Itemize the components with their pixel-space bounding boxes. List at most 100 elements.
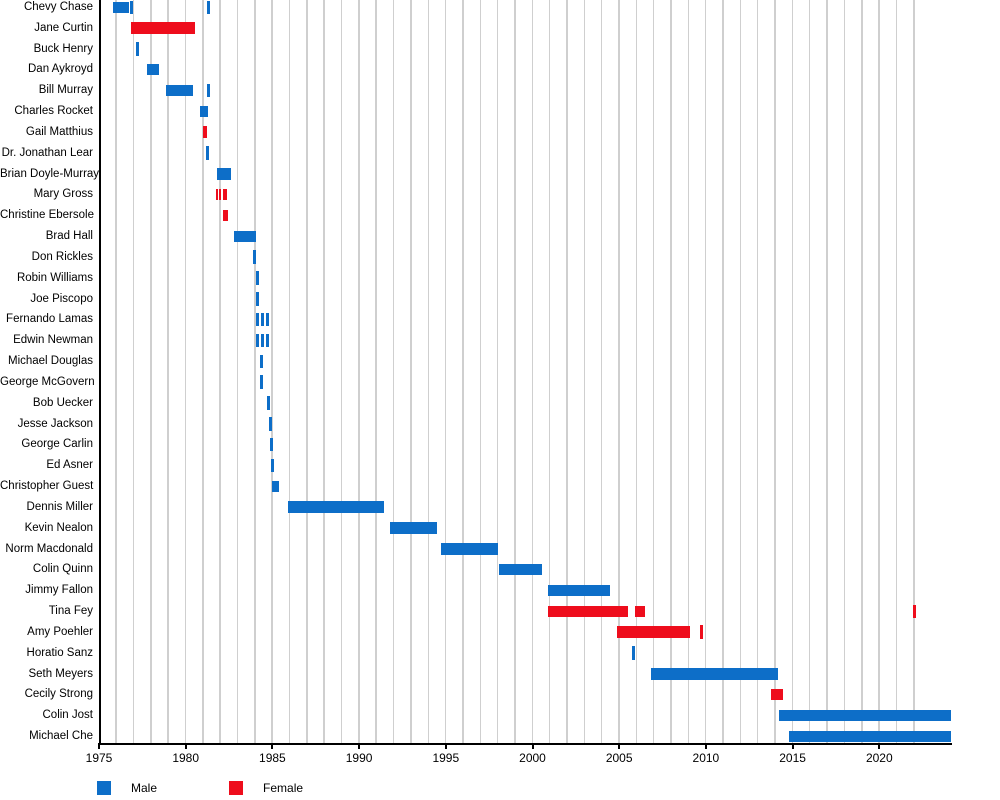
- timeline-bar: [219, 188, 222, 201]
- timeline-episode-tick: [253, 250, 257, 264]
- x-axis-tick: [271, 743, 274, 749]
- timeline-episode-tick: [913, 604, 917, 619]
- x-axis-tick: [98, 743, 100, 749]
- year-gridline: [722, 0, 724, 743]
- timeline-episode-tick: [206, 0, 210, 14]
- x-axis-label: 1995: [432, 751, 460, 765]
- year-gridline: [132, 0, 135, 743]
- x-axis-tick: [531, 743, 534, 749]
- timeline-episode-tick: [270, 458, 274, 473]
- row-label: Fernando Lamas: [6, 313, 93, 326]
- timeline-episode-tick: [269, 417, 272, 431]
- row-label: Brad Hall: [45, 230, 93, 243]
- year-gridline: [913, 0, 915, 743]
- year-gridline: [600, 0, 603, 743]
- row-label: Brian Doyle-Murray: [0, 167, 100, 180]
- year-gridline: [288, 0, 291, 743]
- timeline-episode-tick: [206, 146, 210, 160]
- row-label: Dan Aykroyd: [28, 63, 93, 76]
- row-label: Buck Henry: [33, 42, 93, 55]
- chart-legend: Male Female: [97, 781, 303, 795]
- year-gridline: [635, 0, 637, 743]
- year-gridline: [410, 0, 412, 743]
- year-gridline: [271, 0, 273, 743]
- timeline-bar: [272, 480, 280, 493]
- timeline-bar: [202, 126, 208, 138]
- timeline-episode-tick: [256, 333, 259, 348]
- row-label: Joe Piscopo: [30, 292, 93, 305]
- year-gridline: [878, 0, 880, 743]
- legend-male-label: Male: [131, 781, 158, 795]
- row-label: Dr. Jonathan Lear: [1, 146, 93, 159]
- timeline-episode-tick: [256, 292, 259, 306]
- year-gridline: [583, 0, 585, 743]
- timeline-episode-tick: [269, 437, 273, 452]
- timeline-bar: [234, 230, 256, 243]
- x-axis-label: 2020: [865, 751, 893, 765]
- year-gridline: [826, 0, 828, 743]
- x-axis-label: 2005: [605, 751, 633, 765]
- row-label: Bob Uecker: [32, 396, 93, 409]
- year-gridline: [462, 0, 464, 743]
- year-gridline: [843, 0, 846, 743]
- year-gridline: [184, 0, 187, 743]
- timeline-episode-tick: [632, 646, 636, 660]
- timeline-bar: [112, 1, 130, 13]
- year-gridline: [756, 0, 759, 743]
- year-gridline: [254, 0, 256, 743]
- year-gridline: [514, 0, 516, 743]
- x-axis-tick: [791, 743, 794, 749]
- row-label: Michael Douglas: [7, 355, 93, 368]
- x-axis-tick: [878, 743, 881, 749]
- year-gridline: [496, 0, 499, 743]
- year-gridline: [306, 0, 308, 743]
- timeline-bar: [287, 501, 385, 513]
- row-label: Don Rickles: [31, 250, 93, 263]
- x-axis-label: 1980: [172, 751, 200, 765]
- timeline-episode-tick: [135, 42, 139, 56]
- year-gridline: [531, 0, 533, 743]
- legend-female-swatch: [229, 781, 244, 795]
- row-label: Cecily Strong: [24, 688, 93, 701]
- timeline-bar: [770, 688, 783, 701]
- year-gridline: [618, 0, 620, 743]
- x-axis-label: 2010: [692, 751, 720, 765]
- row-label: Colin Quinn: [32, 563, 93, 576]
- row-label: Norm Macdonald: [5, 542, 93, 555]
- x-axis-label: 1990: [345, 751, 373, 765]
- year-gridline: [340, 0, 343, 743]
- timeline-bar: [634, 605, 646, 618]
- year-gridline: [808, 0, 811, 743]
- year-gridline: [479, 0, 481, 743]
- timeline-bar: [441, 543, 499, 555]
- year-gridline: [548, 0, 551, 743]
- year-gridline: [652, 0, 655, 743]
- row-label: Horatio Sanz: [26, 646, 93, 659]
- year-gridline: [219, 0, 221, 743]
- row-label: Robin Williams: [16, 271, 93, 284]
- timeline-episode-tick: [259, 354, 263, 369]
- timeline-bar: [222, 188, 227, 201]
- timeline-episode-tick: [266, 333, 270, 348]
- row-label: Bill Murray: [38, 84, 93, 97]
- timeline-episode-tick: [699, 625, 703, 639]
- x-axis-tick: [704, 743, 707, 749]
- row-label: George Carlin: [21, 438, 93, 451]
- row-label: Mary Gross: [33, 188, 93, 201]
- x-axis-label: 1975: [85, 751, 113, 765]
- row-label: Jane Curtin: [34, 21, 93, 34]
- year-gridline: [358, 0, 360, 743]
- row-label: Charles Rocket: [14, 105, 93, 118]
- timeline-bar: [165, 84, 194, 97]
- timeline-episode-tick: [130, 0, 134, 14]
- year-gridline: [774, 0, 776, 743]
- timeline-episode-tick: [256, 312, 259, 327]
- row-label: Seth Meyers: [28, 667, 93, 680]
- x-axis-tick: [184, 743, 187, 749]
- year-gridline: [202, 0, 204, 743]
- timeline-bar: [778, 709, 952, 722]
- row-label: Dennis Miller: [26, 500, 93, 513]
- timeline-episode-tick: [261, 333, 265, 348]
- legend-male-swatch: [97, 781, 111, 795]
